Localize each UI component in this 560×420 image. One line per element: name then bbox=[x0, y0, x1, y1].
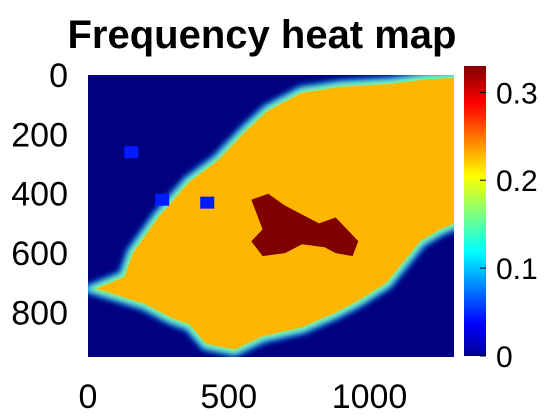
y-tick-label: 800 bbox=[11, 294, 68, 332]
heatmap-cell bbox=[124, 146, 139, 159]
colorbar-tick-label: 0 bbox=[496, 341, 513, 374]
y-tick-label: 400 bbox=[11, 176, 68, 214]
colorbar-tick-label: 0.3 bbox=[496, 77, 538, 110]
colorbar-tick-label: 0.2 bbox=[496, 165, 538, 198]
colorbar bbox=[464, 66, 486, 356]
x-tick-label: 500 bbox=[200, 378, 257, 416]
y-tick-label: 200 bbox=[11, 116, 68, 154]
heatmap-region bbox=[251, 193, 359, 257]
y-axis: 0 200 400 600 800 bbox=[11, 57, 68, 332]
heatmap-region-edge bbox=[88, 75, 454, 357]
x-tick-label: 1000 bbox=[332, 378, 408, 416]
colorbar-tick-label: 0.1 bbox=[496, 253, 538, 286]
chart-title: Frequency heat map bbox=[67, 13, 456, 57]
colorbar-axis: 0 0.1 0.2 0.3 bbox=[480, 77, 538, 374]
y-tick-label: 600 bbox=[11, 235, 68, 273]
x-tick-label: 0 bbox=[79, 378, 98, 416]
plot-area bbox=[88, 75, 454, 357]
y-tick-label: 0 bbox=[49, 57, 68, 95]
x-axis: 0 500 1000 bbox=[79, 378, 408, 416]
heatmap-cell bbox=[200, 196, 215, 209]
heatmap-cell bbox=[155, 193, 170, 206]
